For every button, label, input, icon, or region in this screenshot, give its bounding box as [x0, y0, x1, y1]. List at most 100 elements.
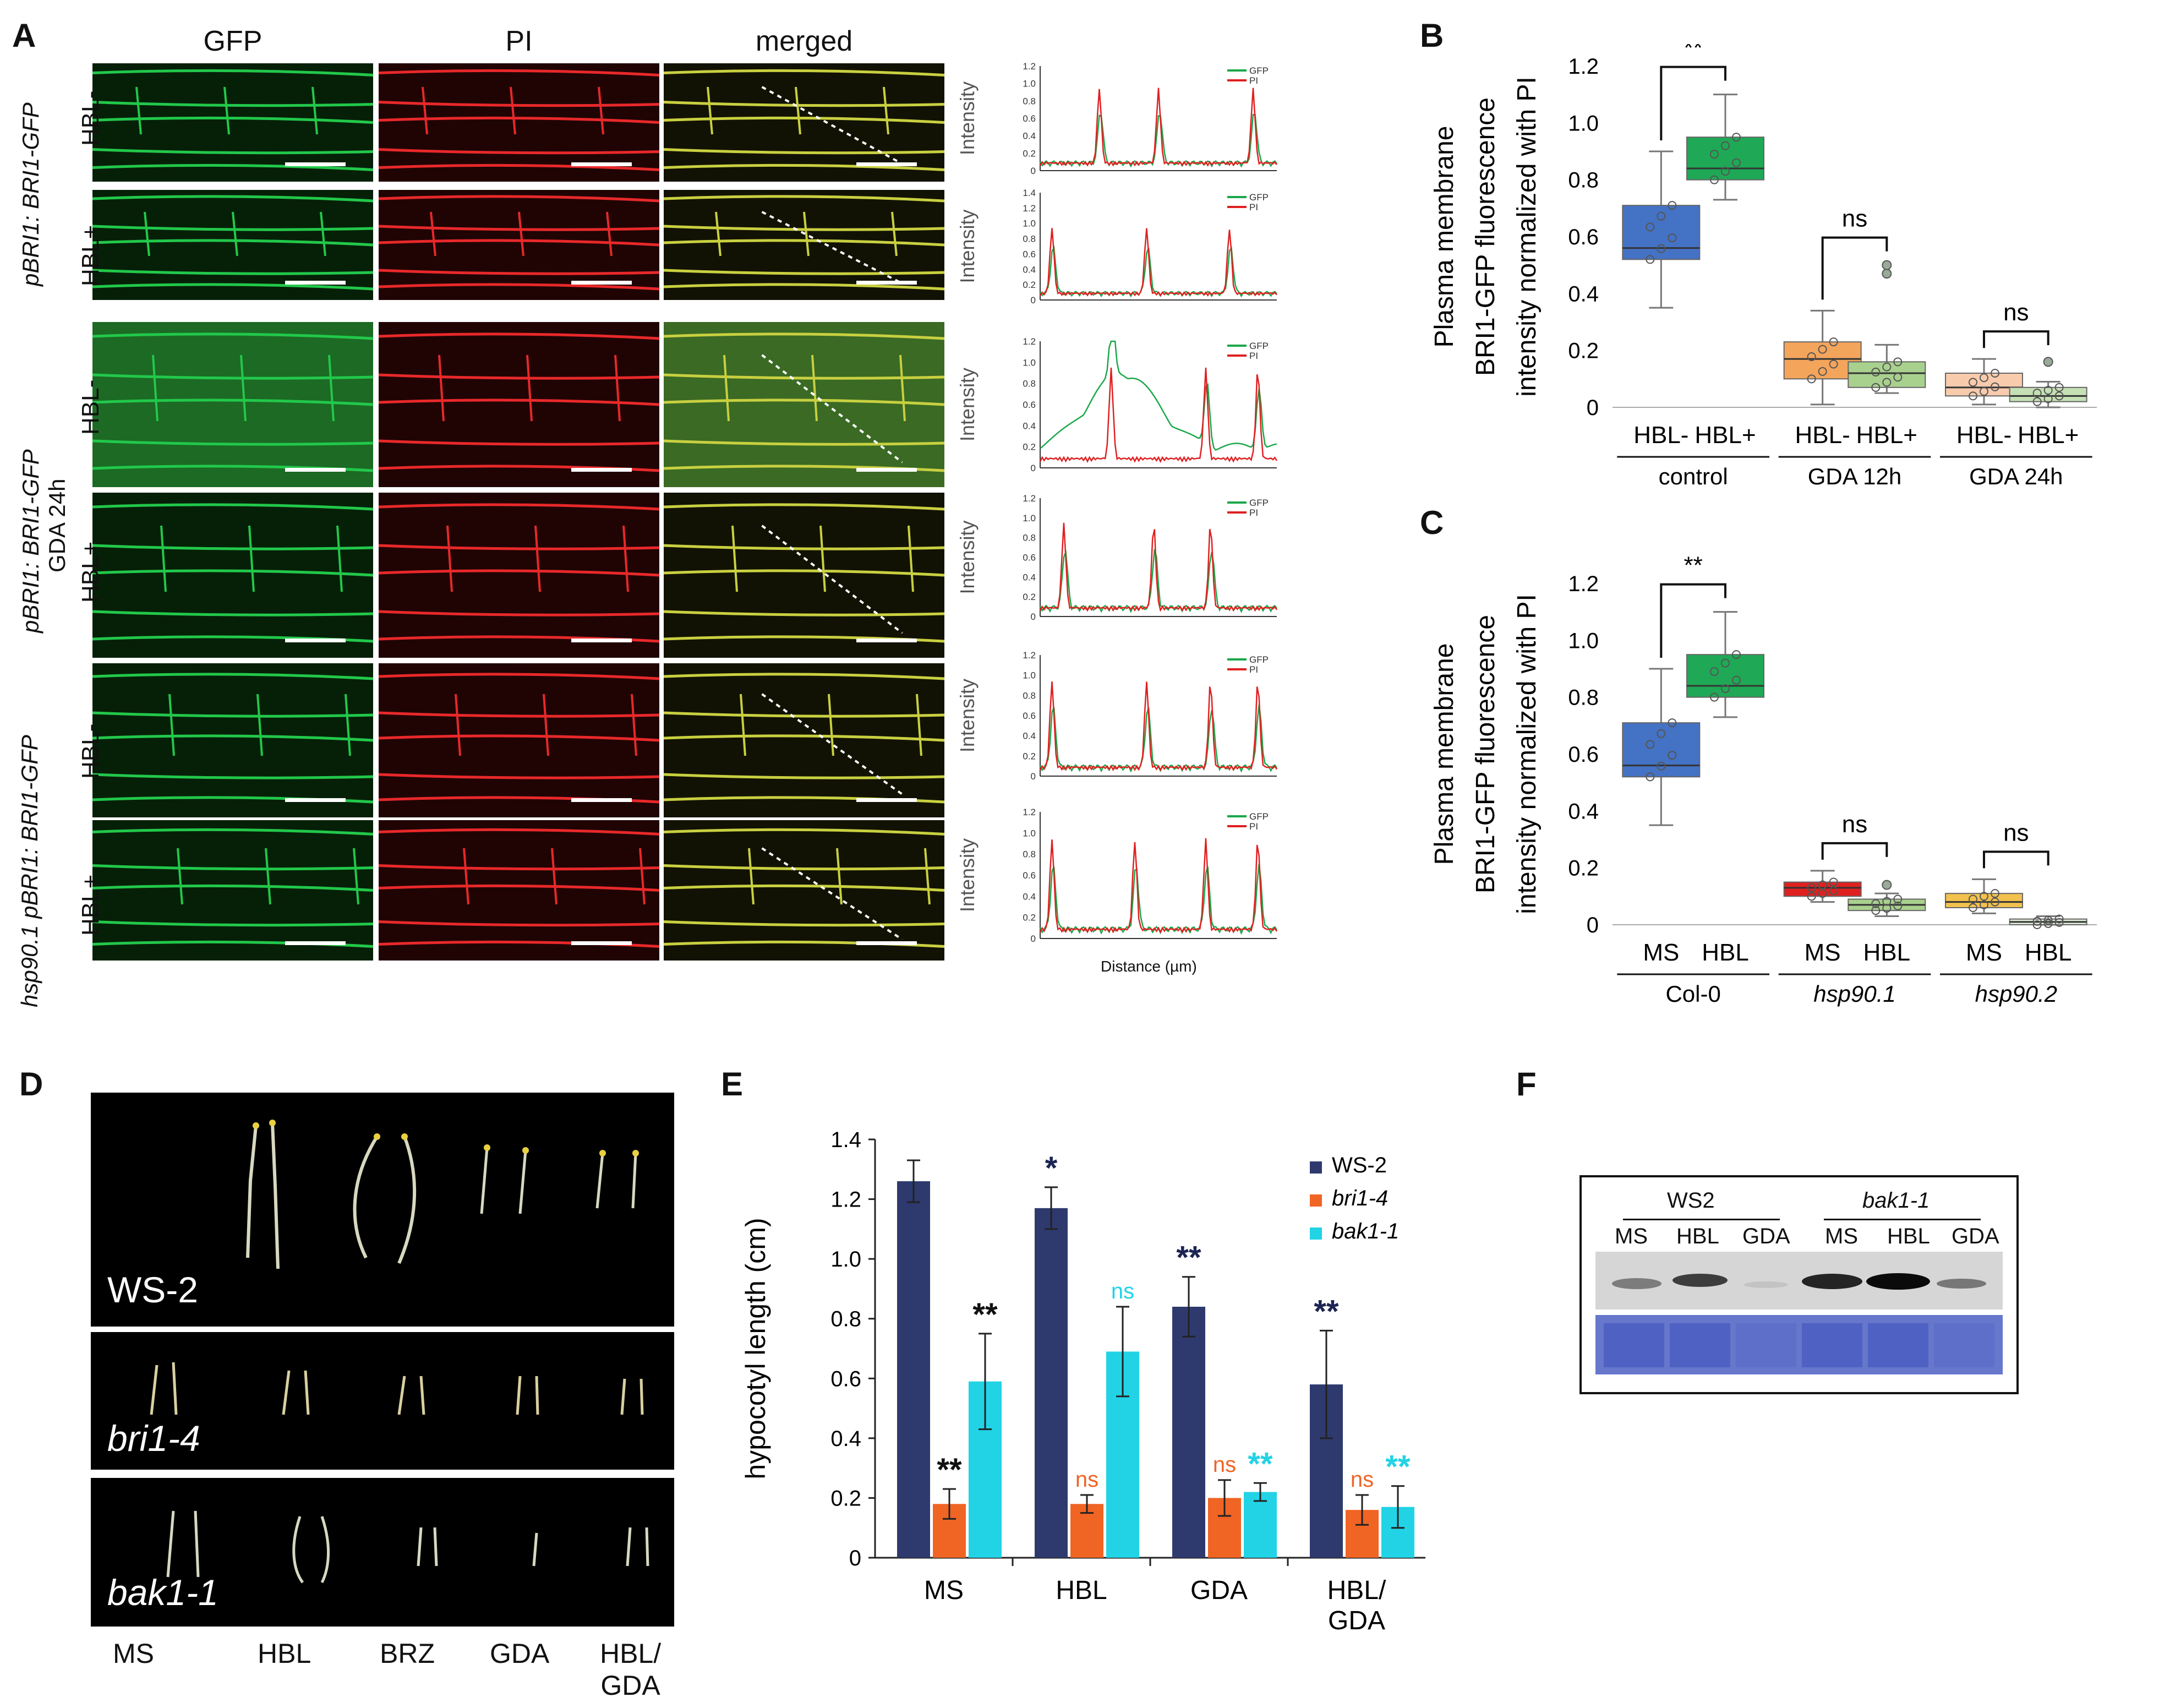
lane-label-5: HBL	[1887, 1224, 1930, 1248]
cell-wall-line	[92, 225, 373, 231]
box-6	[2009, 357, 2087, 408]
box-1	[1622, 150, 1701, 309]
cross-wall	[232, 211, 238, 257]
bracket-line	[1821, 842, 1888, 860]
cross-wall	[446, 525, 453, 592]
seedling-label-bri1-4: bri1-4	[107, 1418, 200, 1459]
cross-wall	[265, 848, 271, 905]
category-label: HBL	[1702, 939, 1749, 966]
data-point	[2043, 394, 2053, 403]
profile-tick-label: 1.2	[1023, 61, 1036, 72]
significance-label: *	[1045, 1150, 1058, 1186]
y-tick-label: 0.4	[1568, 282, 1599, 306]
blot-group-label-bak1-1: bak1-1	[1862, 1188, 1930, 1213]
outlier-point	[1882, 260, 1892, 270]
cell-wall-line	[664, 69, 944, 77]
cell-wall-line	[664, 195, 944, 203]
pi-trace	[1039, 522, 1278, 612]
cross-wall	[622, 525, 629, 592]
profile-tick-label: 0.2	[1023, 442, 1036, 452]
data-point	[1657, 761, 1666, 771]
bar-bak1-1-3: **	[1244, 1446, 1277, 1558]
profile-tick-label: 1.0	[1023, 357, 1036, 368]
profile-tick-label: 0.6	[1023, 711, 1036, 721]
y-tick-label: 0.8	[1568, 686, 1599, 710]
cross-wall	[152, 354, 158, 422]
box-4	[1848, 260, 1926, 394]
legend-gfp-label: GFP	[1249, 66, 1269, 76]
panel-label-c: C	[1420, 504, 1444, 541]
lane-label-4: MS	[1825, 1224, 1858, 1248]
profile-tick-label: 0.6	[1023, 249, 1036, 259]
bracket-line	[1660, 583, 1726, 658]
blot-group-line-ws2	[1623, 1219, 1780, 1220]
scale-bar	[856, 281, 917, 285]
seedlings-bak1-1	[166, 1510, 649, 1584]
cross-wall	[614, 354, 621, 422]
cross-wall	[135, 86, 142, 135]
legend-gfp-label: GFP	[1249, 498, 1269, 508]
y-tick-label: 1.4	[830, 1128, 861, 1152]
scale-bar	[856, 162, 917, 166]
panel-label-a: A	[12, 17, 36, 54]
significance-label: **	[972, 1297, 998, 1333]
cell-wall-line	[92, 148, 373, 155]
micrograph-gfp-row2	[92, 190, 373, 300]
y-axis-label-line: BRI1-GFP fluorescence	[1471, 615, 1500, 893]
scale-bar	[571, 162, 632, 166]
cell-wall-line	[92, 503, 373, 511]
cell-wall-line	[379, 569, 659, 577]
profile-tick-label: 0	[1031, 295, 1036, 305]
intensity-profiles: 1.21.00.80.60.40.20IntensityGFPPI1.41.21…	[958, 61, 1278, 944]
cross-wall	[639, 848, 646, 905]
cross-wall	[240, 354, 247, 422]
blot-group-label-ws2: WS2	[1667, 1188, 1715, 1213]
cross-wall	[836, 848, 843, 905]
legend-pi-label: PI	[1249, 664, 1258, 675]
row-label-hbl-minus-3: HBL-	[77, 723, 104, 779]
cell-wall-line	[379, 773, 659, 779]
bar-bak1-1-2: ns	[1106, 1279, 1139, 1558]
bar-WS-2-4: **	[1310, 1294, 1343, 1558]
significance-label: ns	[1111, 1279, 1134, 1303]
micrograph-pi-row6	[379, 820, 659, 961]
data-point	[1657, 244, 1666, 253]
significance-label: **	[937, 1452, 962, 1488]
column-header-merged: merged	[755, 25, 853, 57]
cell-wall-line	[664, 283, 944, 291]
cell-wall-line	[379, 116, 659, 124]
data-point	[1893, 894, 1903, 904]
cell-wall-line	[379, 711, 659, 718]
data-point	[2032, 397, 2042, 406]
cross-wall	[811, 354, 818, 422]
box-iqr	[1686, 654, 1764, 698]
profile-line	[761, 86, 903, 165]
cell-wall-line	[664, 544, 944, 550]
row-label-hbl-plus-3: HBL+	[77, 874, 104, 936]
box-iqr	[1686, 137, 1764, 181]
y-tick-label: 0.6	[1568, 743, 1599, 767]
y-tick-label: 0.8	[830, 1307, 861, 1332]
cell-wall-line	[92, 673, 373, 680]
y-tick-label: 1.2	[1568, 54, 1599, 79]
micrograph-gfp-row1	[92, 63, 373, 182]
data-point	[1721, 658, 1730, 668]
profile-tick-label: 1.0	[1023, 513, 1036, 523]
data-point	[1807, 374, 1816, 384]
y-tick-label: 1.2	[830, 1188, 861, 1212]
cell-walls	[664, 69, 944, 171]
cross-wall	[899, 354, 906, 422]
cross-wall	[707, 86, 713, 135]
data-point	[1871, 383, 1881, 392]
cross-wall	[715, 211, 722, 257]
micrograph-merged-row2	[664, 190, 944, 300]
cell-walls	[92, 673, 373, 804]
cross-wall	[455, 694, 461, 756]
column-header-gfp: GFP	[203, 25, 263, 57]
data-point	[1882, 378, 1892, 387]
cross-wall	[438, 354, 445, 422]
profile-tick-label: 0.6	[1023, 870, 1036, 881]
scale-bar	[571, 798, 632, 802]
bar-bak1-1-4: **	[1381, 1449, 1414, 1558]
cross-wall	[891, 211, 898, 257]
